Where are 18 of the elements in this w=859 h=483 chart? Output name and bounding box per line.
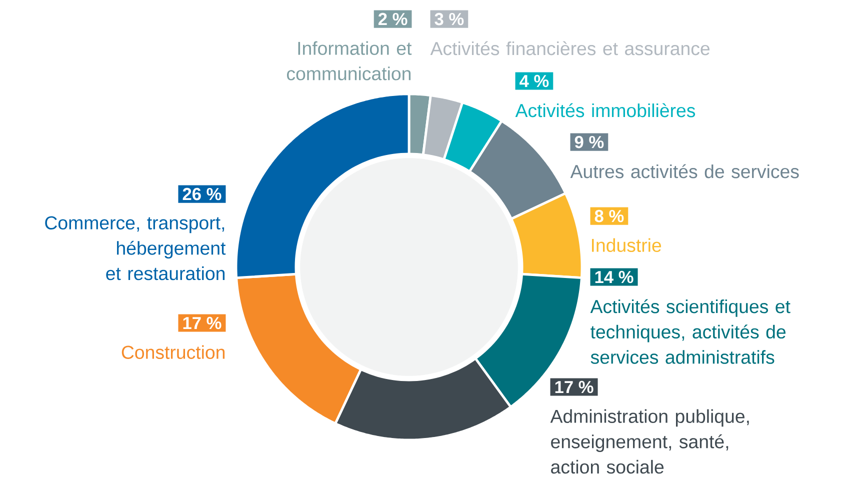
- legend-label: Information et communication: [287, 41, 412, 80]
- legend-label: Administration publique, enseignement, santé, action sociale: [550, 409, 749, 474]
- data-label: 26 %: [182, 188, 222, 200]
- legend-label: Activités financières et assurance: [430, 41, 710, 56]
- data-label: 9 %: [574, 136, 604, 148]
- data-label: 17 %: [555, 380, 594, 394]
- legend-label: Construction: [122, 345, 225, 359]
- legend-label: Autres activités de services: [570, 164, 799, 178]
- data-label: 2 %: [378, 12, 408, 26]
- legend-label: Commerce, transport, hébergement et restauration: [45, 216, 226, 280]
- legend-label: Activités scientifiques et techniques, activités de services administratifs: [590, 299, 790, 364]
- data-label: 4 %: [520, 74, 549, 88]
- data-label: 3 %: [434, 12, 464, 26]
- legend-label: Activités immobilières: [515, 103, 696, 118]
- legend-label: Industrie: [592, 238, 662, 252]
- data-label: 8 %: [594, 210, 624, 222]
- data-label: 17 %: [183, 316, 222, 330]
- data-label: 14 %: [595, 270, 634, 284]
